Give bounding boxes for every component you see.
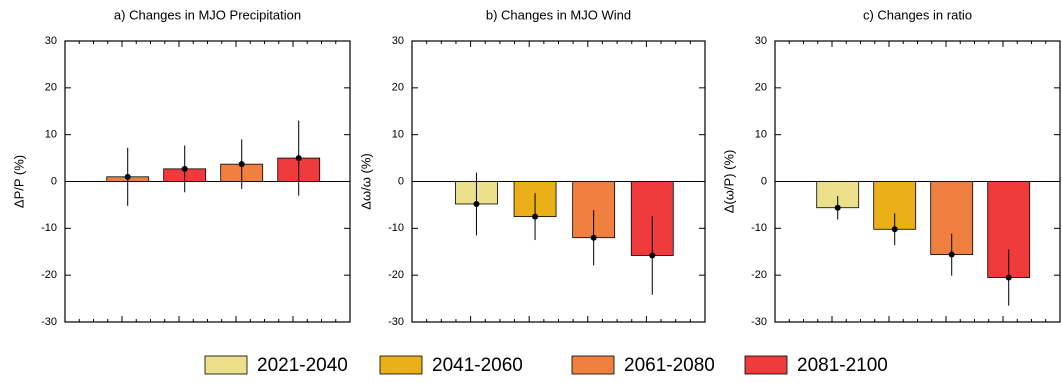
mean-dot (181, 165, 188, 172)
y-tick-label: 10 (755, 129, 767, 141)
legend-label: 2081-2100 (797, 355, 888, 376)
mean-dot (649, 252, 656, 259)
y-tick-label: 0 (398, 175, 404, 187)
y-tick-label: 30 (45, 35, 57, 47)
plot-frame (64, 40, 351, 323)
y-tick-label: 0 (761, 175, 767, 187)
mean-dot (473, 200, 480, 207)
y-tick-label: 30 (392, 35, 404, 47)
legend-label: 2061-2080 (624, 355, 715, 376)
mean-dot (238, 161, 245, 168)
y-tick-label: -30 (388, 316, 404, 328)
plot-frame (774, 40, 1061, 323)
legend-swatch (379, 355, 423, 375)
mean-dot (1005, 274, 1012, 281)
y-tick-label: -30 (751, 316, 767, 328)
y-tick-label: 20 (392, 82, 404, 94)
y-tick-label: -10 (388, 222, 404, 234)
y-tick-label: -10 (41, 222, 57, 234)
y-tick-label: 10 (392, 129, 404, 141)
y-tick-label: 0 (51, 175, 57, 187)
y-tick-label: 30 (755, 35, 767, 47)
mean-dot (532, 213, 539, 220)
panel-title: c) Changes in ratio (863, 7, 972, 22)
panel-title: b) Changes in MJO Wind (486, 7, 631, 22)
y-axis-label: ΔP/P (%) (11, 155, 26, 208)
mean-dot (124, 173, 131, 180)
y-tick-label: -20 (41, 269, 57, 281)
legend-label: 2021-2040 (257, 355, 348, 376)
legend-swatch (571, 355, 615, 375)
y-tick-label: -30 (41, 316, 57, 328)
y-tick-label: -10 (751, 222, 767, 234)
y-tick-label: -20 (751, 269, 767, 281)
y-axis-label: Δω/ω (%) (358, 153, 373, 209)
plot-frame (411, 40, 706, 323)
mean-dot (891, 226, 898, 233)
mean-dot (295, 155, 302, 162)
legend-swatch (744, 355, 788, 375)
legend-label: 2041-2060 (432, 355, 523, 376)
y-tick-label: -20 (388, 269, 404, 281)
mean-dot (834, 204, 841, 211)
panel-title: a) Changes in MJO Precipitation (114, 7, 301, 22)
y-tick-label: 10 (45, 129, 57, 141)
legend-swatch (204, 355, 248, 375)
y-tick-label: 20 (755, 82, 767, 94)
mean-dot (948, 251, 955, 258)
y-axis-label: Δ(ω/P) (%) (721, 150, 736, 214)
y-tick-label: 20 (45, 82, 57, 94)
mean-dot (590, 234, 597, 241)
